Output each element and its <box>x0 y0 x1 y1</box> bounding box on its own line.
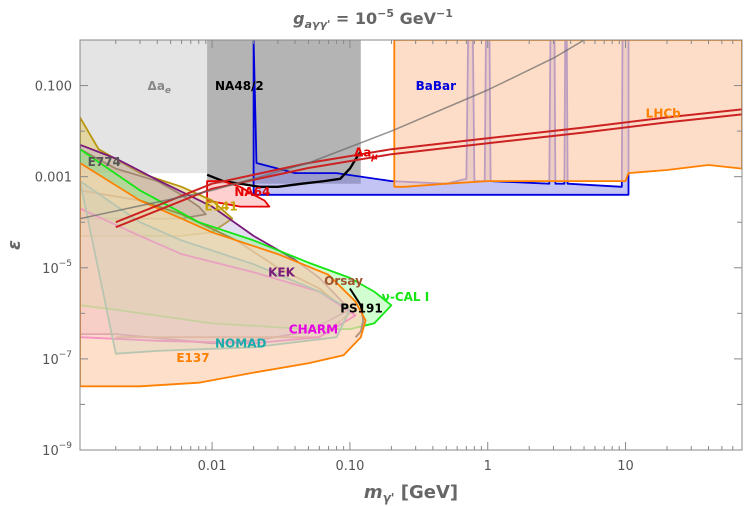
label-e774: E774 <box>88 155 121 169</box>
label-a-e: Δae <box>148 79 172 96</box>
regions-layer <box>80 40 742 388</box>
label-orsay: Orsay <box>324 274 363 288</box>
x-axis-title: mγ' [GeV] <box>364 482 458 505</box>
y-axis-title: ε <box>4 240 25 250</box>
label-babar: BaBar <box>416 79 456 93</box>
y-tick-label: 0.001 <box>35 171 72 186</box>
label-e137: E137 <box>176 351 209 365</box>
label-ps191: PS191 <box>340 301 383 315</box>
label-cal-i: ν-CAL I <box>382 290 430 304</box>
region-labels-layer: Δae NA48/2 BaBar LHCb Δaμ NA64 E774 E141 KEK Orsa… <box>88 79 682 365</box>
region-lhcb-3 <box>393 40 742 188</box>
region-a-4 <box>206 151 362 188</box>
axis-layer: 0.01 0.10 1 10 0.100 0.001 10−5 10−7 10−9 mγ' [Ge… <box>4 39 743 505</box>
label-a: Δaμ <box>354 145 378 162</box>
region-na48-2-1 <box>207 40 361 184</box>
x-tick-label: 10 <box>617 459 634 474</box>
label-e141: E141 <box>204 200 237 214</box>
title-subscript: aγγ' <box>305 18 331 31</box>
region-a-e-0 <box>80 40 208 174</box>
y-tick-label: 10−5 <box>42 259 72 277</box>
title-unit-exponent: −1 <box>436 7 453 20</box>
label-nomad: NOMAD <box>215 336 266 350</box>
title-rhs: = 10 <box>330 9 377 28</box>
region-e137-14 <box>80 162 367 388</box>
x-tick-label: 0.10 <box>335 459 364 474</box>
region-lhcb-bound-line-15-upper <box>115 108 742 224</box>
label-lhcb: LHCb <box>646 106 681 120</box>
y-tick-label: 10−9 <box>42 441 72 459</box>
x-tick-label: 0.01 <box>198 459 227 474</box>
title-symbol: g <box>293 9 304 28</box>
label-na64: NA64 <box>234 185 270 199</box>
label-na48-2: NA48/2 <box>215 79 264 93</box>
title-unit: GeV <box>394 9 437 28</box>
plot-frame <box>79 39 743 451</box>
title-exponent: −5 <box>377 7 394 20</box>
x-tick-label: 1 <box>484 459 492 474</box>
region-gray-diagonal-16 <box>80 40 585 220</box>
y-tick-label: 0.100 <box>35 80 72 95</box>
label-charm: CHARM <box>289 323 338 337</box>
y-tick-label: 10−7 <box>42 350 72 368</box>
label-kek: KEK <box>268 265 295 279</box>
chart-title: gaγγ' = 10−5 GeV−1 <box>293 7 453 31</box>
